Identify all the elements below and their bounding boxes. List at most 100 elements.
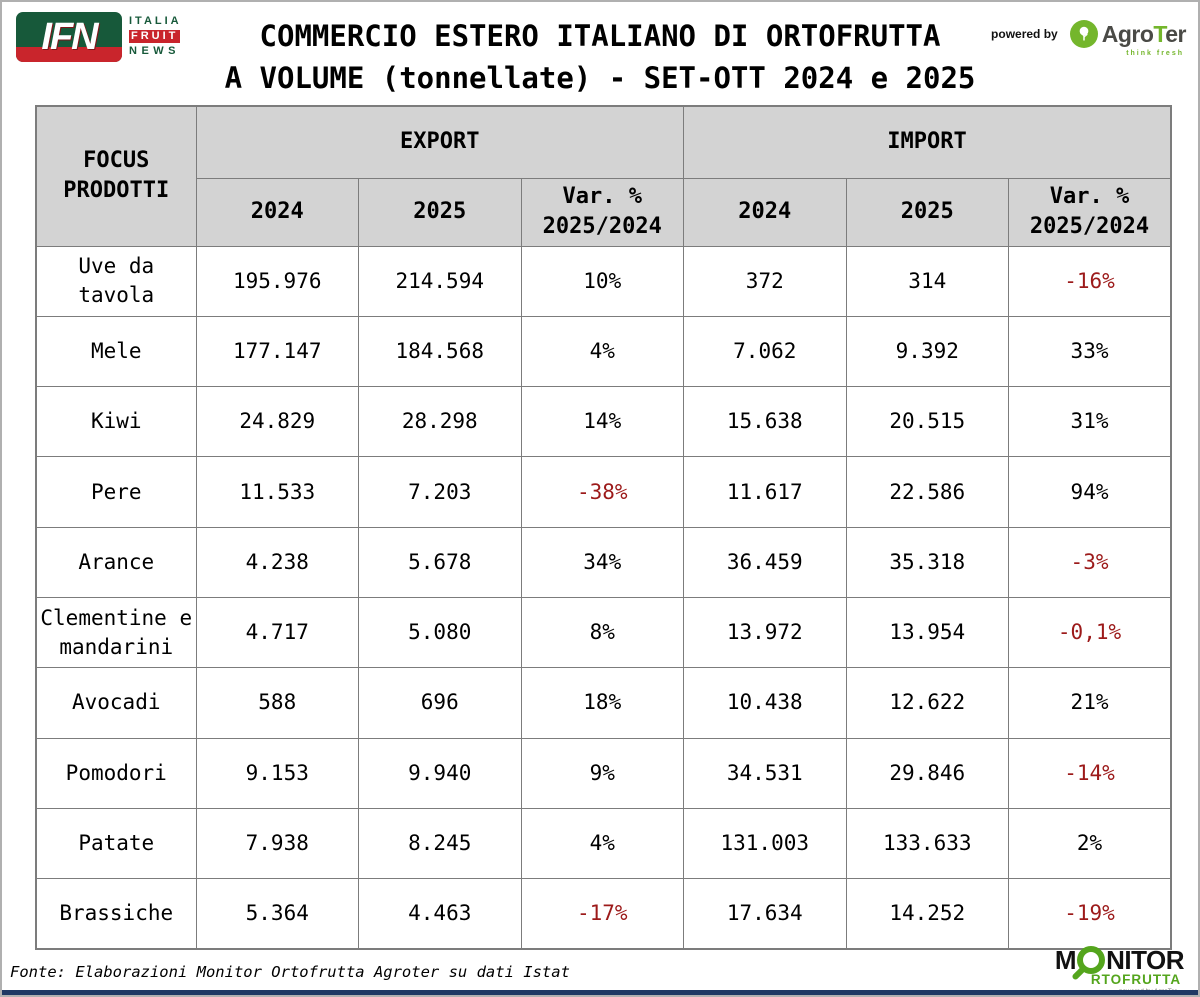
- column-header-import-var: Var. % 2025/2024: [1008, 177, 1172, 247]
- monitor-ortofrutta-logo: M NITOR RTOFRUTTA powered by AgroTer: [1055, 946, 1184, 995]
- product-name: Kiwi: [35, 386, 197, 458]
- agroter-name-t: T: [1153, 20, 1166, 47]
- value-cell: 184.568: [358, 315, 522, 388]
- table-row: Arance 4.238 5.678 34% 36.459 35.318 -3%: [35, 526, 1172, 598]
- product-name: Clementine e mandarini: [35, 596, 197, 669]
- column-header-export-2024: 2024: [195, 177, 359, 247]
- ifn-logo-mark: IFN: [16, 12, 122, 62]
- value-cell: 214.594: [358, 245, 522, 317]
- product-name: Arance: [35, 526, 197, 598]
- agroter-tagline: think fresh: [1126, 49, 1184, 57]
- magnifier-icon: [1077, 946, 1106, 974]
- variation-cell: -0,1%: [1008, 596, 1172, 669]
- variation-cell: 2%: [1008, 807, 1172, 880]
- value-cell: 35.318: [845, 526, 1010, 598]
- product-name: Pomodori: [35, 737, 197, 809]
- variation-cell: 31%: [1008, 386, 1172, 458]
- page-title: COMMERCIO ESTERO ITALIANO DI ORTOFRUTTA …: [2, 15, 1198, 99]
- value-cell: 5.678: [358, 526, 522, 598]
- value-cell: 7.062: [683, 315, 847, 388]
- value-cell: 314: [845, 245, 1010, 317]
- table-row: Patate 7.938 8.245 4% 131.003 133.633 2%: [35, 807, 1172, 880]
- value-cell: 9.153: [195, 737, 359, 809]
- variation-cell: -38%: [520, 456, 685, 528]
- monitor-m: M: [1054, 945, 1077, 975]
- source-note: Fonte: Elaborazioni Monitor Ortofrutta A…: [10, 963, 570, 981]
- agroter-name-er: er: [1165, 20, 1186, 47]
- variation-cell: 94%: [1008, 456, 1172, 528]
- value-cell: 24.829: [195, 386, 359, 458]
- agroter-tree-icon: [1069, 20, 1098, 48]
- ifn-italia-label: ITALIA: [129, 15, 182, 27]
- value-cell: 9.940: [358, 737, 522, 809]
- value-cell: 12.622: [845, 667, 1010, 739]
- value-cell: 20.515: [845, 386, 1010, 458]
- variation-cell: 8%: [520, 596, 685, 669]
- value-cell: 177.147: [195, 315, 359, 388]
- table-header: FOCUS PRODOTTI EXPORT IMPORT 2024 2025 V…: [35, 105, 1172, 247]
- value-cell: 588: [195, 667, 359, 739]
- table-row: Pere 11.533 7.203 -38% 11.617 22.586 94%: [35, 456, 1172, 528]
- table-row: Clementine e mandarini 4.717 5.080 8% 13.972…: [35, 596, 1172, 669]
- variation-cell: 9%: [520, 737, 685, 809]
- value-cell: 4.238: [195, 526, 359, 598]
- agroter-name-agro: Agro: [1101, 20, 1154, 47]
- column-header-import-2025: 2025: [845, 177, 1010, 247]
- variation-cell: -16%: [1008, 245, 1172, 317]
- table-row: Kiwi 24.829 28.298 14% 15.638 20.515 31%: [35, 386, 1172, 458]
- monitor-nitor: NITOR: [1106, 945, 1184, 975]
- value-cell: 4.717: [195, 596, 359, 669]
- column-header-import-2024: 2024: [683, 177, 847, 247]
- value-cell: 13.954: [845, 596, 1010, 669]
- group-header-import: IMPORT: [683, 105, 1172, 179]
- ifn-acronym: IFN: [41, 15, 98, 58]
- value-cell: 34.531: [683, 737, 847, 809]
- powered-by-label: powered by: [991, 27, 1058, 41]
- value-cell: 15.638: [683, 386, 847, 458]
- column-header-export-2025: 2025: [358, 177, 522, 247]
- variation-cell: -19%: [1008, 878, 1172, 950]
- value-cell: 9.392: [845, 315, 1010, 388]
- value-cell: 4.463: [358, 878, 522, 950]
- table-row: Avocadi 588 696 18% 10.438 12.622 21%: [35, 667, 1172, 739]
- value-cell: 7.203: [358, 456, 522, 528]
- powered-by-block: powered by AgroTer think fresh: [991, 20, 1187, 57]
- variation-cell: 21%: [1008, 667, 1172, 739]
- value-cell: 8.245: [358, 807, 522, 880]
- bottom-accent-bar: [2, 990, 1198, 995]
- column-header-export-var: Var. % 2025/2024: [520, 177, 685, 247]
- table-row: Pomodori 9.153 9.940 9% 34.531 29.846 -14%: [35, 737, 1172, 809]
- product-name: Pere: [35, 456, 197, 528]
- value-cell: 28.298: [358, 386, 522, 458]
- value-cell: 10.438: [683, 667, 847, 739]
- title-line-1: COMMERCIO ESTERO ITALIANO DI ORTOFRUTTA: [259, 19, 941, 53]
- table-row: Mele 177.147 184.568 4% 7.062 9.392 33%: [35, 315, 1172, 388]
- value-cell: 13.972: [683, 596, 847, 669]
- value-cell: 133.633: [845, 807, 1010, 880]
- variation-cell: -3%: [1008, 526, 1172, 598]
- value-cell: 17.634: [683, 878, 847, 950]
- value-cell: 22.586: [845, 456, 1010, 528]
- trade-table: FOCUS PRODOTTI EXPORT IMPORT 2024 2025 V…: [35, 105, 1173, 950]
- value-cell: 11.617: [683, 456, 847, 528]
- value-cell: 5.080: [358, 596, 522, 669]
- product-name: Avocadi: [35, 667, 197, 739]
- value-cell: 5.364: [195, 878, 359, 950]
- ifn-wordmark: ITALIA FRUIT NEWS: [129, 12, 182, 58]
- value-cell: 14.252: [845, 878, 1010, 950]
- variation-cell: 18%: [520, 667, 685, 739]
- title-line-2: A VOLUME (tonnellate) - SET-OTT 2024 e 2…: [224, 61, 976, 95]
- ifn-news-label: NEWS: [129, 45, 180, 57]
- product-name: Mele: [35, 315, 197, 388]
- agroter-wordmark: AgroTer think fresh: [1101, 20, 1187, 57]
- variation-cell: 33%: [1008, 315, 1172, 388]
- ifn-logo: IFN ITALIA FRUIT NEWS: [16, 12, 182, 62]
- value-cell: 372: [683, 245, 847, 317]
- value-cell: 36.459: [683, 526, 847, 598]
- monitor-wordmark: M NITOR: [1055, 946, 1184, 974]
- variation-cell: 34%: [520, 526, 685, 598]
- value-cell: 11.533: [195, 456, 359, 528]
- product-name: Uve da tavola: [35, 245, 197, 317]
- value-cell: 195.976: [195, 245, 359, 317]
